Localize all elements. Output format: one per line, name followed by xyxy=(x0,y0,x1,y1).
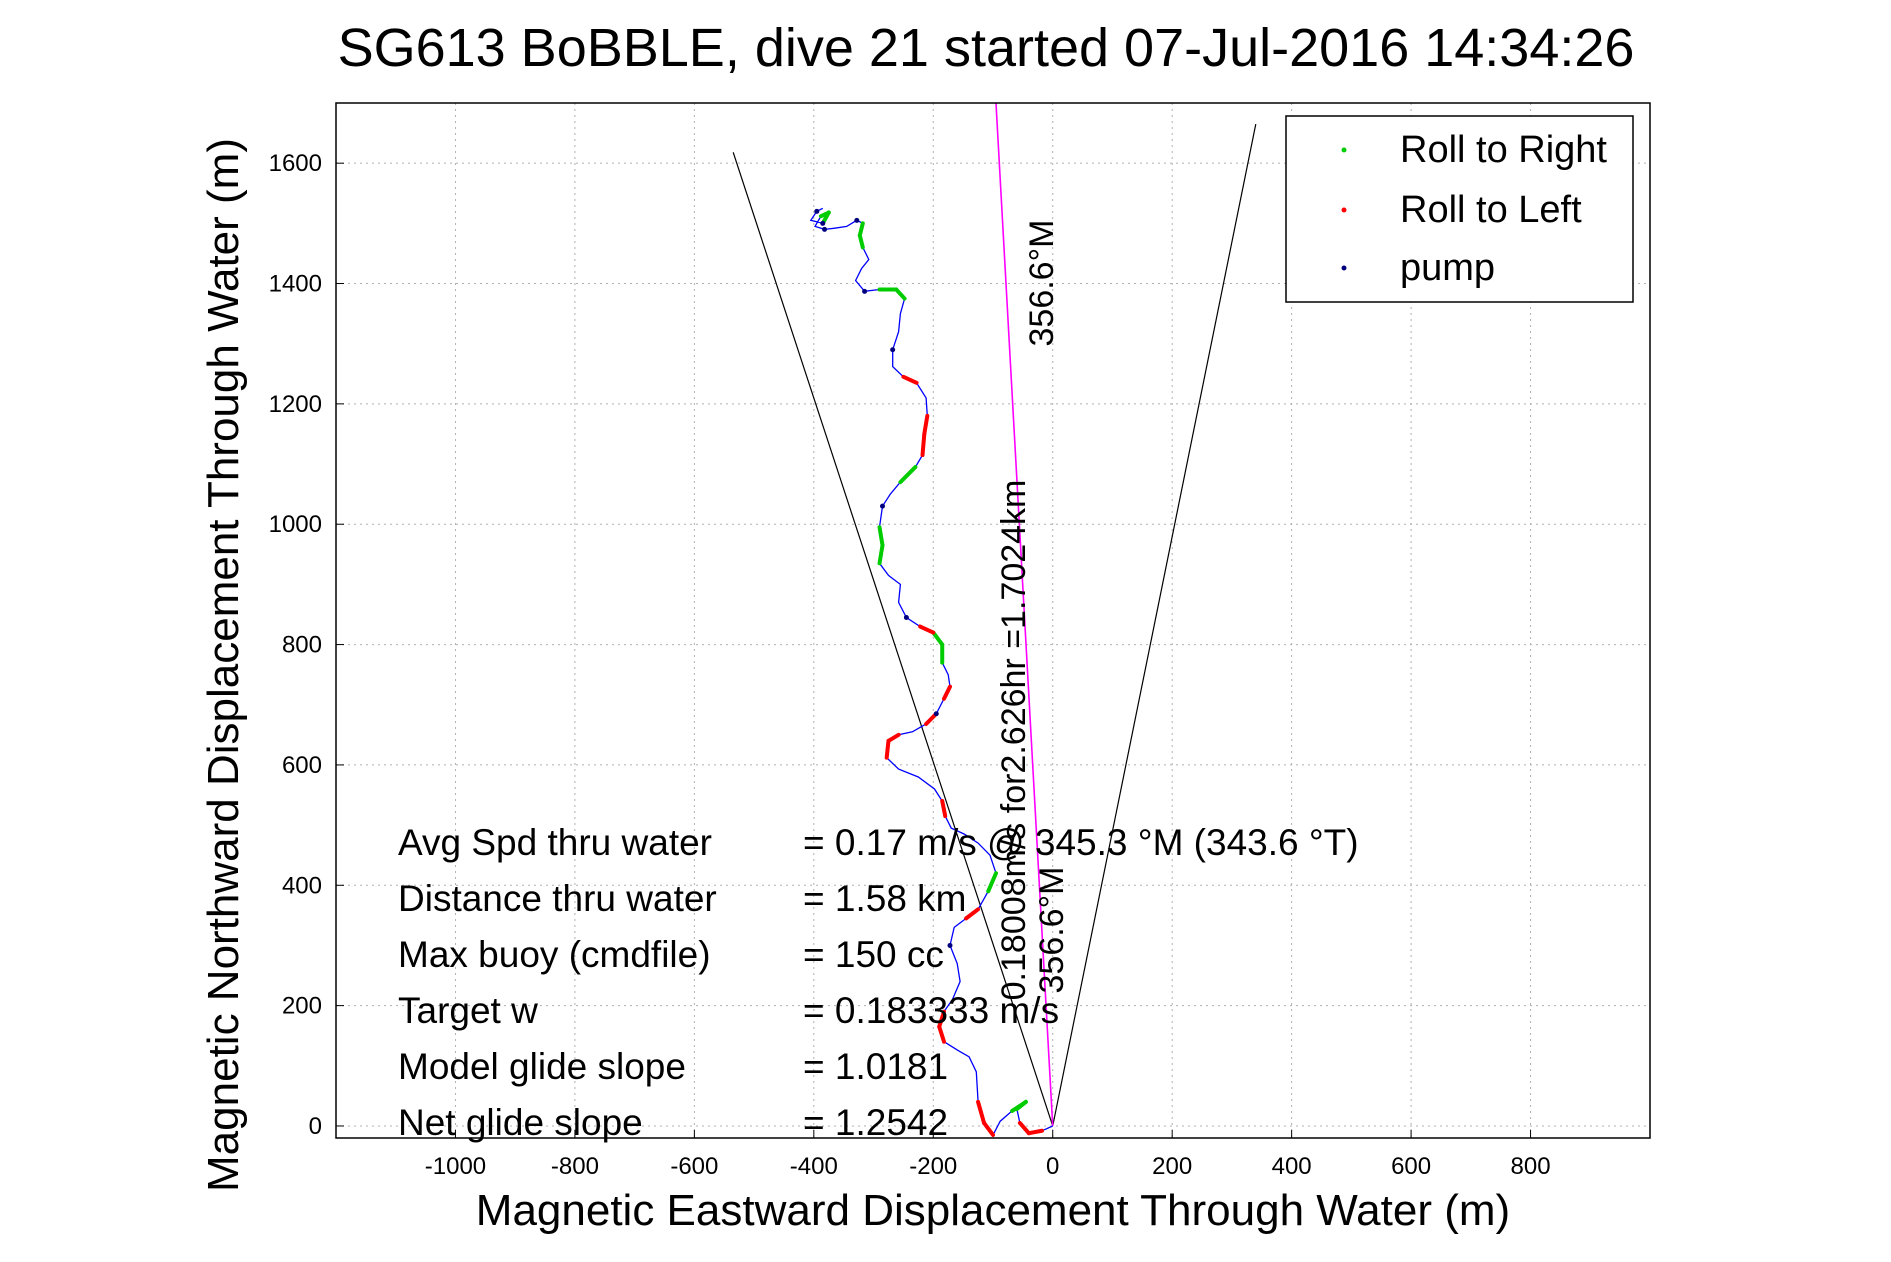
y-tick-label: 400 xyxy=(282,872,322,899)
roll-right-segment xyxy=(894,287,907,301)
marker-layer xyxy=(814,208,1044,1137)
heading-line-magenta xyxy=(995,102,1054,1127)
y-tick-label: 1400 xyxy=(269,271,322,298)
roll-left-segment xyxy=(937,1009,947,1029)
x-tick-label: -800 xyxy=(551,1153,599,1180)
roll-left-segment xyxy=(937,1024,947,1044)
heading-label-mid: 356.6°M xyxy=(1033,866,1071,993)
roll-left-segment xyxy=(918,624,936,635)
x-tick-label: -400 xyxy=(790,1153,838,1180)
x-tick-label: 400 xyxy=(1272,1153,1312,1180)
roll-right-segment xyxy=(877,543,885,566)
y-tick-label: 1600 xyxy=(269,150,322,177)
cone-line xyxy=(732,152,1054,1127)
tick-labels: -1000 -800 -600 -400 -200 0 200 400 600 800 0 200 40… xyxy=(269,150,1551,1180)
stats-label: Target w xyxy=(398,990,538,1031)
stats-label: Net glide slope xyxy=(398,1102,643,1143)
legend-marker-roll-right xyxy=(1341,147,1347,153)
stats-label: Distance thru water xyxy=(398,878,717,919)
roll-right-segment xyxy=(877,525,885,548)
heading-label-top: 356.6°M xyxy=(1023,219,1061,346)
roll-left-segment xyxy=(942,684,952,701)
roll-left-segment xyxy=(976,1099,987,1125)
stats-label: Max buoy (cmdfile) xyxy=(398,934,711,975)
pump-marker xyxy=(854,217,860,223)
roll-right-segment xyxy=(931,630,945,647)
x-tick-label: -1000 xyxy=(425,1153,486,1180)
heading-line xyxy=(995,102,1054,1127)
y-tick-label: 1200 xyxy=(269,391,322,418)
legend-label-roll-right: Roll to Right xyxy=(1400,129,1607,171)
y-axis-label: Magnetic Northward Displacement Through … xyxy=(199,138,248,1192)
roll-left-segment xyxy=(1017,1120,1031,1136)
pump-marker xyxy=(814,208,820,214)
stats-value: = 1.58 km xyxy=(803,878,967,919)
roll-right-segment xyxy=(898,465,918,485)
x-tick-label: 600 xyxy=(1391,1153,1431,1180)
roll-right-segment xyxy=(1010,1099,1028,1113)
roll-left-segment xyxy=(884,738,891,760)
roll-left-segment xyxy=(886,732,901,743)
pump-marker xyxy=(947,942,953,948)
current-annotation: 0.18008m/s for2.626hr =1.7024km xyxy=(995,480,1033,1001)
stats-value: = 1.2542 xyxy=(803,1102,948,1143)
pump-marker xyxy=(903,614,909,620)
legend-label-pump: pump xyxy=(1400,247,1495,289)
legend-label-roll-left: Roll to Left xyxy=(1400,189,1582,231)
y-tick-label: 1000 xyxy=(269,511,322,538)
legend-marker-pump xyxy=(1341,265,1347,271)
x-tick-label: 0 xyxy=(1046,1153,1059,1180)
pump-marker xyxy=(822,226,828,232)
stats-block: Avg Spd thru water = 0.17 m/s @ 345.3 °M … xyxy=(398,822,1359,1143)
chart-title: SG613 BoBBLE, dive 21 started 07-Jul-201… xyxy=(338,18,1635,78)
pump-marker xyxy=(933,711,939,717)
stats-value: = 1.0181 xyxy=(803,1046,948,1087)
pump-marker xyxy=(890,347,896,353)
grid xyxy=(336,103,1650,1138)
roll-right-segment xyxy=(986,871,998,894)
pump-marker xyxy=(862,288,868,294)
roll-left-segment xyxy=(964,907,981,921)
roll-left-segment xyxy=(922,413,930,436)
heading-cone xyxy=(732,123,1257,1127)
legend-marker-roll-left xyxy=(1341,207,1347,213)
stats-value: = 0.17 m/s @ 345.3 °M (343.6 °T) xyxy=(803,822,1359,863)
plot-frame xyxy=(335,102,1651,1139)
roll-right-segment xyxy=(857,221,865,238)
roll-left-segment xyxy=(920,431,927,458)
y-tick-label: 800 xyxy=(282,632,322,659)
roll-left-segment xyxy=(982,1120,995,1137)
roll-left-segment xyxy=(940,799,948,819)
x-tick-label: -200 xyxy=(909,1153,957,1180)
roll-right-segment xyxy=(857,233,865,250)
x-tick-label: -600 xyxy=(670,1153,718,1180)
cone-line xyxy=(1052,123,1257,1127)
x-tick-label: 200 xyxy=(1152,1153,1192,1180)
legend: Roll to Right Roll to Left pump xyxy=(1285,115,1634,303)
y-tick-label: 600 xyxy=(282,752,322,779)
stats-value: = 0.183333 m/s xyxy=(803,990,1059,1031)
y-tick-label: 200 xyxy=(282,993,322,1020)
roll-left-segment xyxy=(1026,1128,1044,1136)
stats-label: Model glide slope xyxy=(398,1046,686,1087)
x-tick-label: 800 xyxy=(1511,1153,1551,1180)
pump-marker xyxy=(880,503,886,509)
roll-left-segment xyxy=(901,374,919,385)
pump-marker xyxy=(820,220,826,226)
y-tick-label: 0 xyxy=(309,1113,322,1140)
x-axis-label: Magnetic Eastward Displacement Through W… xyxy=(476,1186,1510,1235)
stats-label: Avg Spd thru water xyxy=(398,822,712,863)
stats-value: = 150 cc xyxy=(803,934,944,975)
